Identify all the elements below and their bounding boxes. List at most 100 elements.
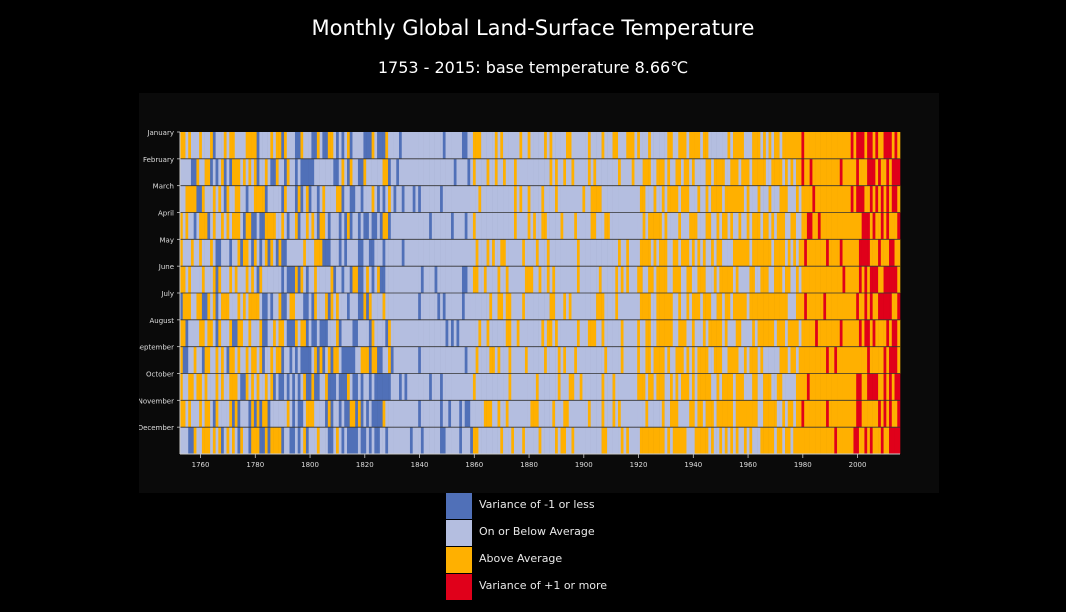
heatmap-cell [880, 158, 884, 186]
heatmap-cell [842, 212, 846, 240]
heatmap-cell [349, 427, 353, 454]
heatmap-cell [560, 293, 564, 320]
heatmap-cell [735, 346, 739, 374]
heatmap-cell [894, 212, 898, 240]
heatmap-cell [790, 427, 794, 454]
heatmap-cell [828, 158, 832, 186]
heatmap-cell [223, 266, 227, 293]
heatmap-cell [585, 293, 589, 320]
heatmap-cell [434, 293, 438, 320]
heatmap-cell [221, 266, 225, 293]
heatmap-cell [352, 346, 356, 374]
heatmap-cell [779, 132, 783, 159]
heatmap-cell [598, 212, 602, 240]
heatmap-cell [609, 212, 613, 240]
heatmap-cell [377, 373, 381, 401]
heatmap-cell [574, 212, 578, 240]
heatmap-cell [341, 239, 345, 267]
heatmap-cell [826, 293, 830, 320]
heatmap-cell [853, 427, 857, 454]
heatmap-cell [221, 132, 225, 159]
heatmap-cell [763, 239, 767, 267]
heatmap-cell [448, 293, 452, 320]
heatmap-cell [180, 239, 184, 267]
heatmap-cell [702, 319, 706, 347]
heatmap-cell [749, 132, 753, 159]
heatmap-cell [289, 212, 293, 240]
heatmap-cell [711, 185, 715, 213]
heatmap-cell [226, 158, 230, 186]
heatmap-cell [180, 158, 184, 186]
heatmap-cell [273, 132, 277, 159]
heatmap-cell [806, 427, 810, 454]
heatmap-cell [675, 400, 679, 428]
heatmap-cell [423, 158, 427, 186]
heatmap-cell [284, 266, 288, 293]
heatmap-cell [314, 266, 318, 293]
heatmap-cell [659, 132, 663, 159]
heatmap-cell [199, 293, 203, 320]
heatmap-cell [560, 266, 564, 293]
heatmap-cell [385, 319, 389, 347]
heatmap-cell [486, 346, 490, 374]
heatmap-cell [303, 427, 307, 454]
heatmap-cell [639, 427, 643, 454]
heatmap-cell [604, 185, 608, 213]
heatmap-cell [842, 266, 846, 293]
heatmap-cell [182, 132, 186, 159]
heatmap-cell [245, 427, 249, 454]
heatmap-cell [363, 373, 367, 401]
heatmap-cell [664, 293, 668, 320]
heatmap-cell [275, 132, 279, 159]
heatmap-cell [809, 346, 813, 374]
heatmap-cell [278, 293, 282, 320]
heatmap-cell [420, 427, 424, 454]
heatmap-cell [741, 239, 745, 267]
heatmap-cell [486, 212, 490, 240]
heatmap-cell [429, 293, 433, 320]
heatmap-cell [426, 427, 430, 454]
heatmap-cell [587, 293, 591, 320]
heatmap-cell [858, 427, 862, 454]
heatmap-cell [360, 239, 364, 267]
heatmap-cell [659, 185, 663, 213]
heatmap-cell [377, 132, 381, 159]
heatmap-cell [445, 185, 449, 213]
heatmap-cell [366, 132, 370, 159]
heatmap-cell [390, 212, 394, 240]
heatmap-cell [817, 346, 821, 374]
heatmap-cell [700, 132, 704, 159]
heatmap-cell [478, 346, 482, 374]
heatmap-cell [453, 319, 457, 347]
heatmap-cell [716, 293, 720, 320]
heatmap-cell [461, 212, 466, 240]
heatmap-cell [612, 373, 616, 401]
heatmap-cell [248, 319, 252, 347]
heatmap-cell [475, 239, 479, 267]
heatmap-cell [297, 319, 301, 347]
heatmap-cell [500, 293, 504, 320]
heatmap-cell [760, 158, 764, 186]
heatmap-cell [470, 158, 474, 186]
heatmap-cell [453, 239, 457, 267]
heatmap-cell [579, 266, 583, 293]
heatmap-cell [839, 212, 843, 240]
legend-swatch-cold [446, 493, 472, 519]
heatmap-cell [776, 212, 780, 240]
heatmap-cell [765, 185, 769, 213]
heatmap-cell [311, 132, 315, 159]
heatmap-cell [530, 158, 534, 186]
heatmap-cell [889, 212, 893, 240]
heatmap-cell [607, 373, 611, 401]
heatmap-cell [683, 400, 687, 428]
heatmap-cell [727, 266, 731, 293]
heatmap-cell [415, 293, 419, 320]
heatmap-cell [749, 400, 753, 428]
heatmap-cell [470, 373, 474, 401]
heatmap-cell [743, 346, 747, 374]
heatmap-cell [834, 319, 838, 347]
heatmap-cell [812, 239, 816, 267]
heatmap-cell [820, 158, 824, 186]
heatmap-cell [815, 212, 819, 240]
y-tick-label: March [153, 183, 174, 191]
